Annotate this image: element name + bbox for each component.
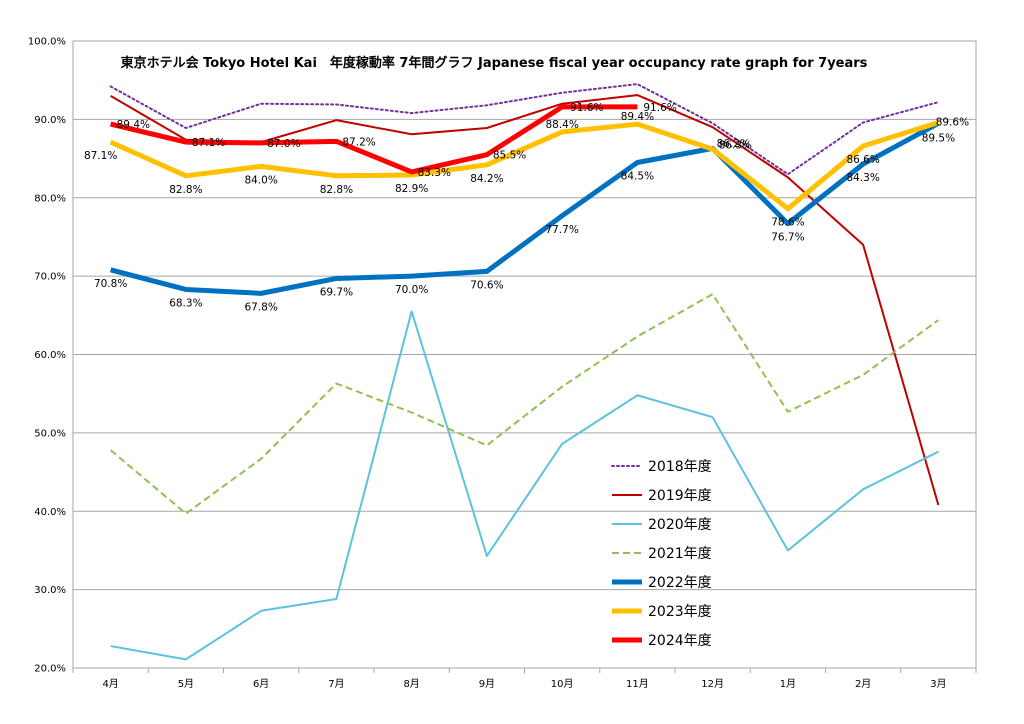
legend-label-2021: 2021年度 — [648, 546, 712, 562]
data-label-2022: 76.7% — [771, 232, 804, 244]
legend-label-2022: 2022年度 — [648, 575, 712, 591]
data-label-2024: 91.6% — [643, 102, 676, 114]
legend-label-2024: 2024年度 — [648, 633, 712, 649]
data-label-2023: 84.0% — [244, 174, 277, 186]
x-tick-label: 5月 — [178, 678, 194, 690]
data-label-2022: 84.3% — [846, 172, 879, 184]
data-label-2024: 87.1% — [192, 137, 225, 149]
data-label-2022: 70.0% — [395, 284, 428, 296]
chart-title: 東京ホテル会 Tokyo Hotel Kai 年度稼動率 7年間グラフ Japa… — [121, 55, 868, 71]
legend-label-2020: 2020年度 — [648, 517, 712, 533]
data-label-2023: 82.8% — [320, 184, 353, 196]
series-line-2021 — [109, 293, 939, 515]
data-label-2022: 69.7% — [320, 286, 353, 298]
x-tick-label: 4月 — [102, 678, 118, 690]
data-label-2023: 82.9% — [395, 183, 428, 195]
data-label-2022: 89.5% — [922, 132, 955, 144]
data-label-2022: 86.3% — [719, 139, 752, 151]
legend: 2018年度 2019年度 2020年度 2021年度 2022年度 2023年度 2024… — [611, 459, 712, 649]
data-label-2024: 87.0% — [267, 138, 300, 150]
legend-label-2023: 2023年度 — [648, 604, 712, 620]
data-label-2023: 86.2% — [717, 138, 750, 150]
data-label-2024: 91.6% — [570, 102, 603, 114]
x-tick-label: 3月 — [930, 678, 946, 690]
data-label-2023: 89.6% — [936, 117, 969, 129]
data-label-2023: 78.6% — [771, 217, 804, 229]
y-tick-label: 70.0% — [34, 272, 66, 283]
data-label-2022: 67.8% — [244, 301, 277, 313]
data-label-2022: 68.3% — [169, 297, 202, 309]
series-line-2023 — [109, 120, 940, 212]
y-tick-label: 20.0% — [34, 664, 66, 675]
data-label-2022: 84.5% — [621, 170, 654, 182]
x-tick-label: 2月 — [855, 678, 871, 690]
data-label-2024: 89.4% — [117, 119, 150, 131]
y-tick-label: 50.0% — [34, 428, 66, 439]
data-label-2023: 86.6% — [846, 154, 879, 166]
y-tick-label: 100.0% — [28, 37, 66, 48]
y-tick-label: 30.0% — [34, 585, 66, 596]
x-tick-label: 7月 — [328, 678, 344, 690]
axes: 20.0% 30.0% 40.0% 50.0% 60.0% 70.0% 80.0% 90.0%… — [28, 37, 977, 690]
x-tick-label: 9月 — [479, 678, 495, 690]
data-label-2023: 88.4% — [545, 119, 578, 131]
data-label-2023: 82.8% — [169, 184, 202, 196]
series-lines — [109, 83, 940, 661]
y-tick-label: 90.0% — [34, 115, 66, 126]
y-tick-label: 40.0% — [34, 507, 66, 518]
data-label-2022: 70.8% — [94, 278, 127, 290]
y-tick-label: 80.0% — [34, 193, 66, 204]
data-label-2024: 83.3% — [418, 167, 451, 179]
data-label-2023: 89.4% — [621, 111, 654, 123]
data-label-2022: 77.7% — [545, 224, 578, 236]
data-labels: 70.8% 68.3% 67.8% 69.7% 70.0% 70.6% 77.7% 84.5%… — [84, 102, 969, 314]
legend-label-2019: 2019年度 — [648, 488, 712, 504]
x-tick-label: 6月 — [253, 678, 269, 690]
series-line-2024 — [110, 104, 638, 175]
x-tick-label: 10月 — [551, 678, 574, 690]
data-label-2024: 87.2% — [342, 136, 375, 148]
x-tick-label: 8月 — [403, 678, 419, 690]
x-tick-label: 12月 — [701, 678, 724, 690]
data-label-2023: 84.2% — [470, 173, 503, 185]
y-tick-label: 60.0% — [34, 350, 66, 361]
series-line-2022 — [109, 121, 940, 296]
data-label-2024: 85.5% — [493, 150, 526, 162]
data-label-2022: 70.6% — [470, 279, 503, 291]
series-line-2018 — [109, 83, 940, 176]
x-tick-label: 1月 — [780, 678, 796, 690]
series-line-2020 — [110, 310, 939, 661]
data-label-2023: 87.1% — [84, 150, 117, 162]
legend-label-2018: 2018年度 — [648, 459, 712, 475]
x-tick-label: 11月 — [626, 678, 649, 690]
